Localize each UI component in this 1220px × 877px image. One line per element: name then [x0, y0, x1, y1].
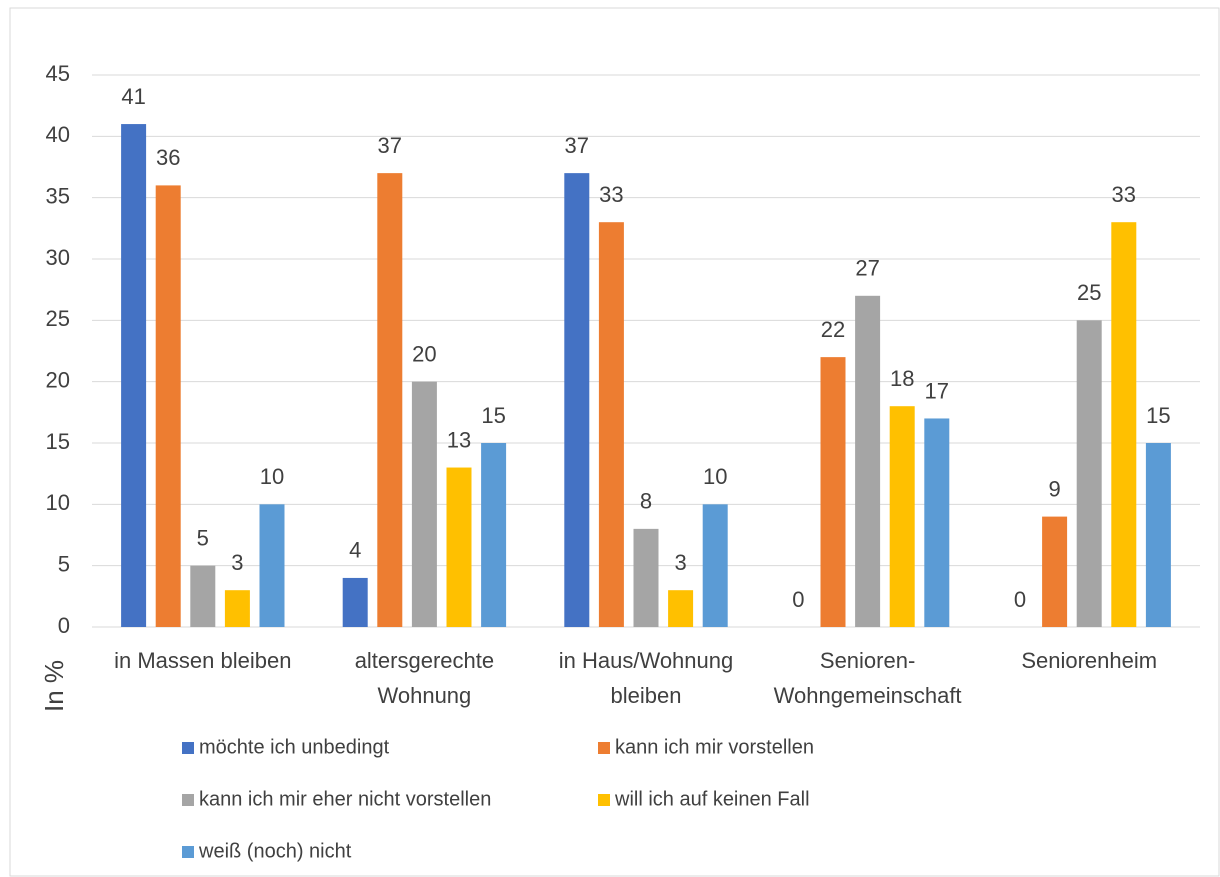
x-tick-label: Seniorenheim: [1021, 648, 1157, 673]
bar: [889, 406, 915, 627]
legend-label: kann ich mir eher nicht vorstellen: [199, 788, 491, 810]
legend-label: will ich auf keinen Fall: [614, 788, 810, 810]
bar: [633, 528, 659, 627]
data-label: 33: [599, 182, 623, 207]
bar: [702, 504, 728, 627]
data-label: 15: [1146, 403, 1170, 428]
bar: [121, 124, 147, 628]
bar: [564, 173, 590, 627]
data-label: 22: [821, 317, 845, 342]
bar: [224, 590, 250, 627]
bar: [155, 185, 181, 627]
bar: [1042, 516, 1068, 627]
data-label: 5: [197, 525, 209, 550]
data-label: 10: [703, 464, 727, 489]
bar: [1111, 222, 1137, 627]
legend-label: möchte ich unbedingt: [199, 736, 390, 758]
data-label: 41: [121, 84, 145, 109]
data-label: 17: [925, 378, 949, 403]
data-label: 3: [231, 550, 243, 575]
bar: [1145, 443, 1171, 627]
y-tick-label: 25: [46, 306, 70, 331]
y-tick-label: 5: [58, 551, 70, 576]
data-label: 18: [890, 366, 914, 391]
legend-swatch: [182, 742, 194, 754]
data-label: 13: [447, 427, 471, 452]
data-label: 25: [1077, 280, 1101, 305]
data-label: 37: [565, 133, 589, 158]
bar: [924, 418, 950, 627]
data-label: 3: [674, 550, 686, 575]
y-tick-label: 10: [46, 490, 70, 515]
bar: [259, 504, 285, 627]
x-tick-label: Wohnung: [378, 683, 472, 708]
bar: [820, 357, 846, 627]
bar: [481, 443, 507, 627]
x-tick-label: in Massen bleiben: [114, 648, 291, 673]
bar: [377, 173, 403, 627]
y-tick-label: 35: [46, 183, 70, 208]
x-tick-label: altersgerechte: [355, 648, 494, 673]
legend-swatch: [598, 742, 610, 754]
legend-label: weiß (noch) nicht: [198, 840, 352, 862]
data-label: 27: [855, 256, 879, 281]
x-tick-label: bleiben: [611, 683, 682, 708]
bar: [1076, 320, 1102, 627]
y-tick-label: 45: [46, 61, 70, 86]
bar: [446, 467, 472, 627]
x-tick-label: Senioren-: [820, 648, 915, 673]
y-tick-label: 20: [46, 367, 70, 392]
data-label: 8: [640, 489, 652, 514]
legend-label: kann ich mir vorstellen: [615, 736, 814, 758]
bar: [668, 590, 694, 627]
data-label: 0: [792, 587, 804, 612]
legend-swatch: [182, 794, 194, 806]
bar: [342, 577, 368, 627]
data-label: 4: [349, 538, 361, 563]
y-tick-label: 15: [46, 429, 70, 454]
bar: [411, 381, 437, 627]
data-label: 0: [1014, 587, 1026, 612]
legend-swatch: [182, 846, 194, 858]
data-label: 10: [260, 464, 284, 489]
legend-swatch: [598, 794, 610, 806]
y-tick-label: 0: [58, 613, 70, 638]
y-tick-label: 30: [46, 245, 70, 270]
x-tick-label: in Haus/Wohnung: [559, 648, 734, 673]
data-label: 33: [1112, 182, 1136, 207]
bar: [598, 222, 624, 627]
y-axis-label: In %: [39, 660, 69, 712]
x-tick-label: Wohngemeinschaft: [774, 683, 962, 708]
y-tick-label: 40: [46, 122, 70, 147]
data-label: 20: [412, 341, 436, 366]
data-label: 36: [156, 145, 180, 170]
data-label: 37: [378, 133, 402, 158]
bar: [855, 295, 881, 627]
data-label: 9: [1048, 476, 1060, 501]
data-label: 15: [481, 403, 505, 428]
bar: [190, 565, 216, 627]
